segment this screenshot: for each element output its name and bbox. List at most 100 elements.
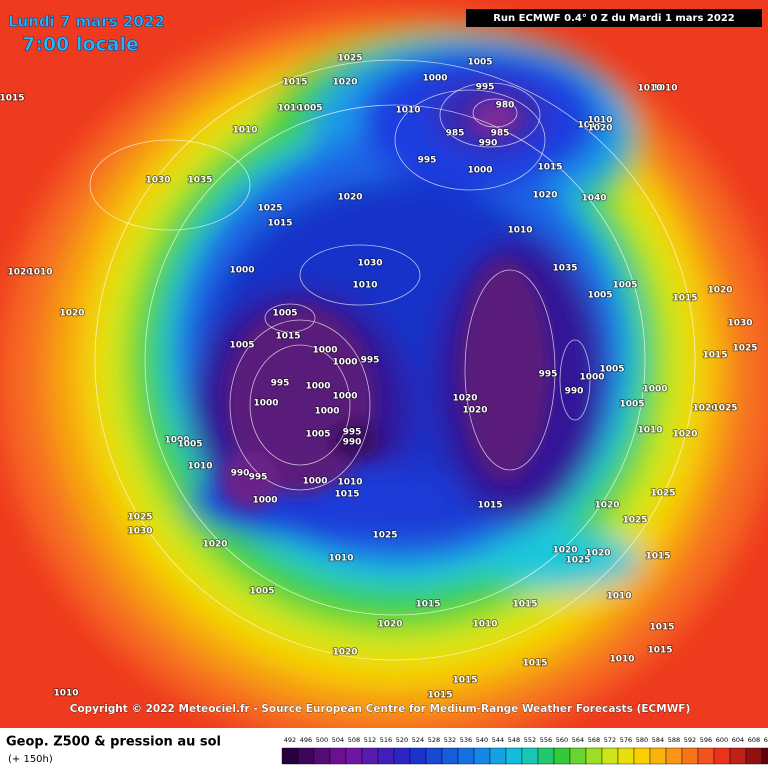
scale-label: 508 bbox=[348, 736, 360, 744]
isobar-label: 1005 bbox=[467, 58, 492, 68]
isobar-label: 985 bbox=[446, 129, 465, 139]
isobar-label: 1030 bbox=[727, 319, 752, 329]
isobar-label: 1025 bbox=[712, 404, 737, 414]
isobar-label: 1025 bbox=[127, 513, 152, 523]
scale-label: 552 bbox=[524, 736, 536, 744]
isobar-label: 995 bbox=[343, 428, 362, 438]
scale-swatch bbox=[729, 747, 747, 765]
isobar-label: 1010 bbox=[328, 554, 353, 564]
isobar-label: 1020 bbox=[59, 309, 84, 319]
scale-label: 520 bbox=[396, 736, 408, 744]
isobar-label: 1000 bbox=[467, 166, 492, 176]
scale-swatch bbox=[617, 747, 635, 765]
isobar-label: 1005 bbox=[249, 587, 274, 597]
isobar-label: 1000 bbox=[314, 407, 339, 417]
isobar-label: 1005 bbox=[587, 291, 612, 301]
scale-label: 564 bbox=[572, 736, 584, 744]
isobar-label: 1030 bbox=[127, 527, 152, 537]
isobar-label: 1010 bbox=[395, 106, 420, 116]
scale-swatch bbox=[601, 747, 619, 765]
scale-swatch bbox=[441, 747, 459, 765]
isobar-label: 1020 bbox=[202, 540, 227, 550]
isobar-label: 1005 bbox=[599, 365, 624, 375]
isobar-label: 1025 bbox=[257, 204, 282, 214]
isobar-label: 1015 bbox=[522, 659, 547, 669]
isobar-label: 1020 bbox=[452, 394, 477, 404]
map-field bbox=[0, 0, 768, 750]
isobar-label: 990 bbox=[231, 469, 250, 479]
isobar-label: 1005 bbox=[297, 104, 322, 114]
isobar-label: 1005 bbox=[619, 400, 644, 410]
isobar-label: 1015 bbox=[452, 676, 477, 686]
isobar-label: 1010 bbox=[337, 478, 362, 488]
isobar-label: 1000 bbox=[252, 496, 277, 506]
isobar-label: 1015 bbox=[512, 600, 537, 610]
isobar-label: 1025 bbox=[337, 54, 362, 64]
isobar-label: 1010 bbox=[277, 104, 302, 114]
scale-label: 524 bbox=[412, 736, 424, 744]
scale-label: 492 bbox=[284, 736, 296, 744]
isobar-label: 1030 bbox=[357, 259, 382, 269]
scale-label: 608 bbox=[748, 736, 760, 744]
scale-swatch bbox=[425, 747, 443, 765]
isobar-label: 1020 bbox=[332, 78, 357, 88]
isobar-label: 1000 bbox=[253, 399, 278, 409]
isobar-label: 1025 bbox=[565, 556, 590, 566]
isobar-label: 985 bbox=[491, 129, 510, 139]
isobar-label: 1005 bbox=[612, 281, 637, 291]
isobar-label: 1000 bbox=[579, 373, 604, 383]
isobar-label: 1015 bbox=[267, 219, 292, 229]
scale-swatch bbox=[585, 747, 603, 765]
scale-swatch bbox=[473, 747, 491, 765]
scale-swatch bbox=[681, 747, 699, 765]
isobar-label: 995 bbox=[476, 83, 495, 93]
isobar-label: 1015 bbox=[477, 501, 502, 511]
isobar-label: 1015 bbox=[537, 163, 562, 173]
isobar-label: 1000 bbox=[305, 382, 330, 392]
scale-swatch bbox=[457, 747, 475, 765]
scale-swatch bbox=[537, 747, 555, 765]
scale-swatch bbox=[649, 747, 667, 765]
isobar-label: 1010 bbox=[507, 226, 532, 236]
isobar-label: 1010 bbox=[652, 84, 677, 94]
isobar-label: 990 bbox=[479, 139, 498, 149]
run-info: Run ECMWF 0.4° 0 Z du Mardi 1 mars 2022 bbox=[493, 13, 735, 24]
isobar-label: 995 bbox=[539, 370, 558, 380]
isobar-label: 1030 bbox=[145, 176, 170, 186]
scale-label: 592 bbox=[684, 736, 696, 744]
isobar-label: 995 bbox=[418, 156, 437, 166]
isobar-label: 1025 bbox=[622, 516, 647, 526]
isobar-label: 1015 bbox=[415, 600, 440, 610]
isobar-label: 1020 bbox=[552, 546, 577, 556]
isobar-label: 1000 bbox=[642, 385, 667, 395]
scale-label: 528 bbox=[428, 736, 440, 744]
scale-label: 580 bbox=[636, 736, 648, 744]
isobar-label: 1005 bbox=[177, 440, 202, 450]
isobar-label: 1020 bbox=[337, 193, 362, 203]
isobar-label: 1000 bbox=[302, 477, 327, 487]
isobar-label: 995 bbox=[361, 356, 380, 366]
scale-label: 572 bbox=[604, 736, 616, 744]
scale-swatch bbox=[313, 747, 331, 765]
scale-swatch bbox=[569, 747, 587, 765]
isobar-label: 1010 bbox=[187, 462, 212, 472]
scale-label: 604 bbox=[732, 736, 744, 744]
scale-label: 556 bbox=[540, 736, 552, 744]
isobar-label: 1000 bbox=[312, 346, 337, 356]
isobar-label: 1020 bbox=[587, 124, 612, 134]
isobar-label: 1015 bbox=[427, 691, 452, 701]
isobar-label: 1015 bbox=[577, 121, 602, 131]
isobar-label: 1010 bbox=[637, 426, 662, 436]
isobar-label: 1000 bbox=[332, 392, 357, 402]
scale-label: 532 bbox=[444, 736, 456, 744]
isobar-label: 1025 bbox=[372, 531, 397, 541]
scale-swatch bbox=[489, 747, 507, 765]
scale-label: 600 bbox=[716, 736, 728, 744]
scale-label: 588 bbox=[668, 736, 680, 744]
scale-swatch bbox=[761, 747, 768, 765]
forecast-time: 7:00 locale bbox=[22, 34, 139, 56]
isobar-label: 1040 bbox=[581, 194, 606, 204]
isobar-label: 1010 bbox=[606, 592, 631, 602]
